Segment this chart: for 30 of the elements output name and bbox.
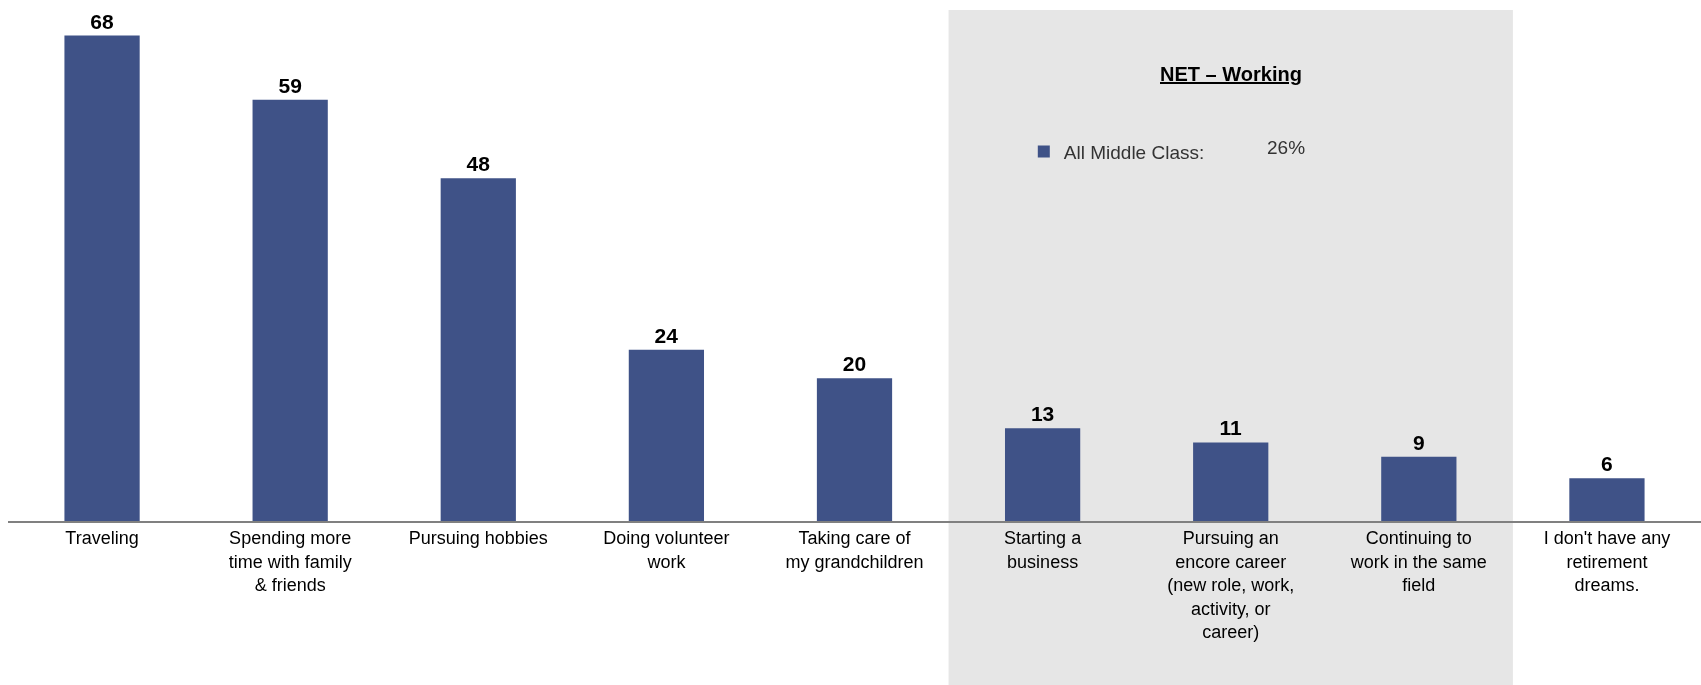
x-tick-label: Traveling xyxy=(65,528,139,549)
bar xyxy=(252,99,328,521)
legend-label: All Middle Class: xyxy=(1063,141,1205,163)
data-label: 9 xyxy=(1412,430,1425,454)
data-label: 11 xyxy=(1219,416,1242,440)
data-label: 48 xyxy=(466,152,491,176)
x-tick-label: Taking care of my grandchildren xyxy=(785,528,924,572)
bar xyxy=(440,178,516,521)
data-label: 68 xyxy=(90,9,114,33)
x-tick-label: I don't have any retirement dreams. xyxy=(1543,528,1671,596)
bar xyxy=(64,35,140,521)
x-tick-label: Continuing to work in the same field xyxy=(1349,528,1487,596)
data-label: 20 xyxy=(842,352,867,376)
annotation: 26% xyxy=(1267,137,1306,158)
bar xyxy=(1569,478,1645,521)
data-label: 59 xyxy=(278,73,302,97)
x-tick-label: Pursuing hobbies xyxy=(408,528,548,549)
x-tick-label: Doing volunteer work xyxy=(603,528,730,572)
x-tick-label: Starting a business xyxy=(1004,528,1083,572)
bar xyxy=(1004,428,1081,521)
data-label: 24 xyxy=(654,323,679,347)
bar xyxy=(1193,442,1269,521)
x-tick-label: Pursuing an encore career (new role, work, activity, or career) xyxy=(1167,528,1295,642)
data-label: 6 xyxy=(1601,452,1613,476)
bar xyxy=(1381,456,1457,521)
bar xyxy=(628,349,705,521)
band-label: NET – Working xyxy=(1160,63,1302,85)
bar xyxy=(816,378,893,521)
x-tick-label: Spending more time with family & friends xyxy=(228,528,352,596)
data-label: 13 xyxy=(1030,402,1055,426)
